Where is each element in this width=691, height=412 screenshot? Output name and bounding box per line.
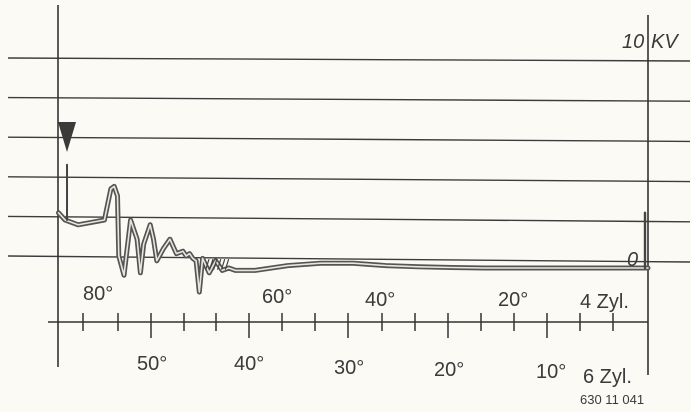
trace-outer <box>56 183 651 295</box>
ringing-mark <box>217 259 222 270</box>
voltage-trace <box>56 163 651 295</box>
grid-line <box>7 96 691 102</box>
ringing-mark <box>213 259 218 270</box>
ringing-mark <box>205 259 210 270</box>
four-cyl-tick-label: 20° <box>498 289 528 311</box>
four-cyl-tick-label: 60° <box>262 286 292 308</box>
axis-ticks <box>82 313 614 338</box>
grid-line <box>7 57 691 62</box>
grid-line <box>7 215 691 223</box>
six-cyl-tick-label: 20° <box>434 359 464 381</box>
grid-line <box>7 136 691 143</box>
figure-number: 630 11 041 <box>580 392 644 407</box>
ringing-mark <box>224 259 230 270</box>
horizontal-grid <box>7 57 691 263</box>
four-cyl-tick-label: 40° <box>365 289 395 311</box>
y-top-unit: KV <box>651 31 679 53</box>
marker-triangle <box>58 122 76 152</box>
six-cyl-tick-label: 40° <box>234 353 264 375</box>
four-cyl-axis-label: 4 Zyl. <box>580 291 629 313</box>
six-cyl-tick-label: 50° <box>137 353 167 375</box>
six-cyl-tick-label: 30° <box>334 357 364 379</box>
ringing-mark <box>220 259 226 270</box>
six-cyl-tick-label: 10° <box>536 361 566 383</box>
grid-line <box>7 255 691 263</box>
tick-labels: 80° 60° 40° 20° 50° 40° 30° 20° 10° <box>83 283 566 383</box>
six-cyl-axis-label: 6 Zyl. <box>583 366 632 388</box>
grid-line <box>7 176 691 183</box>
y-top-value: 10 <box>622 31 644 53</box>
trace-inner <box>57 185 649 293</box>
ringing-mark <box>209 259 214 270</box>
four-cyl-tick-label: 80° <box>83 283 113 305</box>
y-zero-label: 0 <box>627 249 638 271</box>
